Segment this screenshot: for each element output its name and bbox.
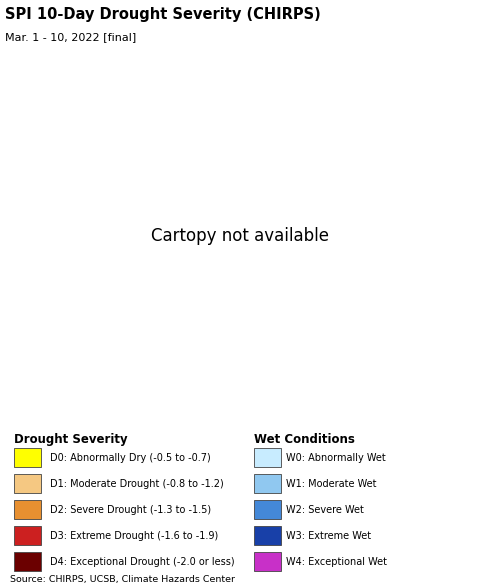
Text: Mar. 1 - 10, 2022 [final]: Mar. 1 - 10, 2022 [final]	[5, 32, 136, 42]
FancyBboxPatch shape	[254, 553, 281, 571]
Text: W0: Abnormally Wet: W0: Abnormally Wet	[286, 452, 385, 462]
Text: W3: Extreme Wet: W3: Extreme Wet	[286, 531, 371, 541]
Text: Cartopy not available: Cartopy not available	[151, 227, 329, 245]
Text: W4: Exceptional Wet: W4: Exceptional Wet	[286, 557, 386, 567]
Text: D2: Severe Drought (-1.3 to -1.5): D2: Severe Drought (-1.3 to -1.5)	[50, 505, 212, 515]
Text: D0: Abnormally Dry (-0.5 to -0.7): D0: Abnormally Dry (-0.5 to -0.7)	[50, 452, 211, 462]
Text: D3: Extreme Drought (-1.6 to -1.9): D3: Extreme Drought (-1.6 to -1.9)	[50, 531, 219, 541]
Text: D1: Moderate Drought (-0.8 to -1.2): D1: Moderate Drought (-0.8 to -1.2)	[50, 479, 224, 489]
Text: SPI 10-Day Drought Severity (CHIRPS): SPI 10-Day Drought Severity (CHIRPS)	[5, 6, 321, 22]
FancyBboxPatch shape	[254, 474, 281, 493]
FancyBboxPatch shape	[14, 448, 41, 467]
FancyBboxPatch shape	[14, 474, 41, 493]
Text: Drought Severity: Drought Severity	[14, 432, 128, 445]
FancyBboxPatch shape	[14, 553, 41, 571]
Text: W1: Moderate Wet: W1: Moderate Wet	[286, 479, 376, 489]
FancyBboxPatch shape	[14, 500, 41, 519]
Text: Wet Conditions: Wet Conditions	[254, 432, 355, 445]
Text: D4: Exceptional Drought (-2.0 or less): D4: Exceptional Drought (-2.0 or less)	[50, 557, 235, 567]
FancyBboxPatch shape	[254, 526, 281, 546]
Text: W2: Severe Wet: W2: Severe Wet	[286, 505, 363, 515]
FancyBboxPatch shape	[14, 526, 41, 546]
FancyBboxPatch shape	[254, 448, 281, 467]
Text: Source: CHIRPS, UCSB, Climate Hazards Center: Source: CHIRPS, UCSB, Climate Hazards Ce…	[10, 575, 235, 584]
FancyBboxPatch shape	[254, 500, 281, 519]
